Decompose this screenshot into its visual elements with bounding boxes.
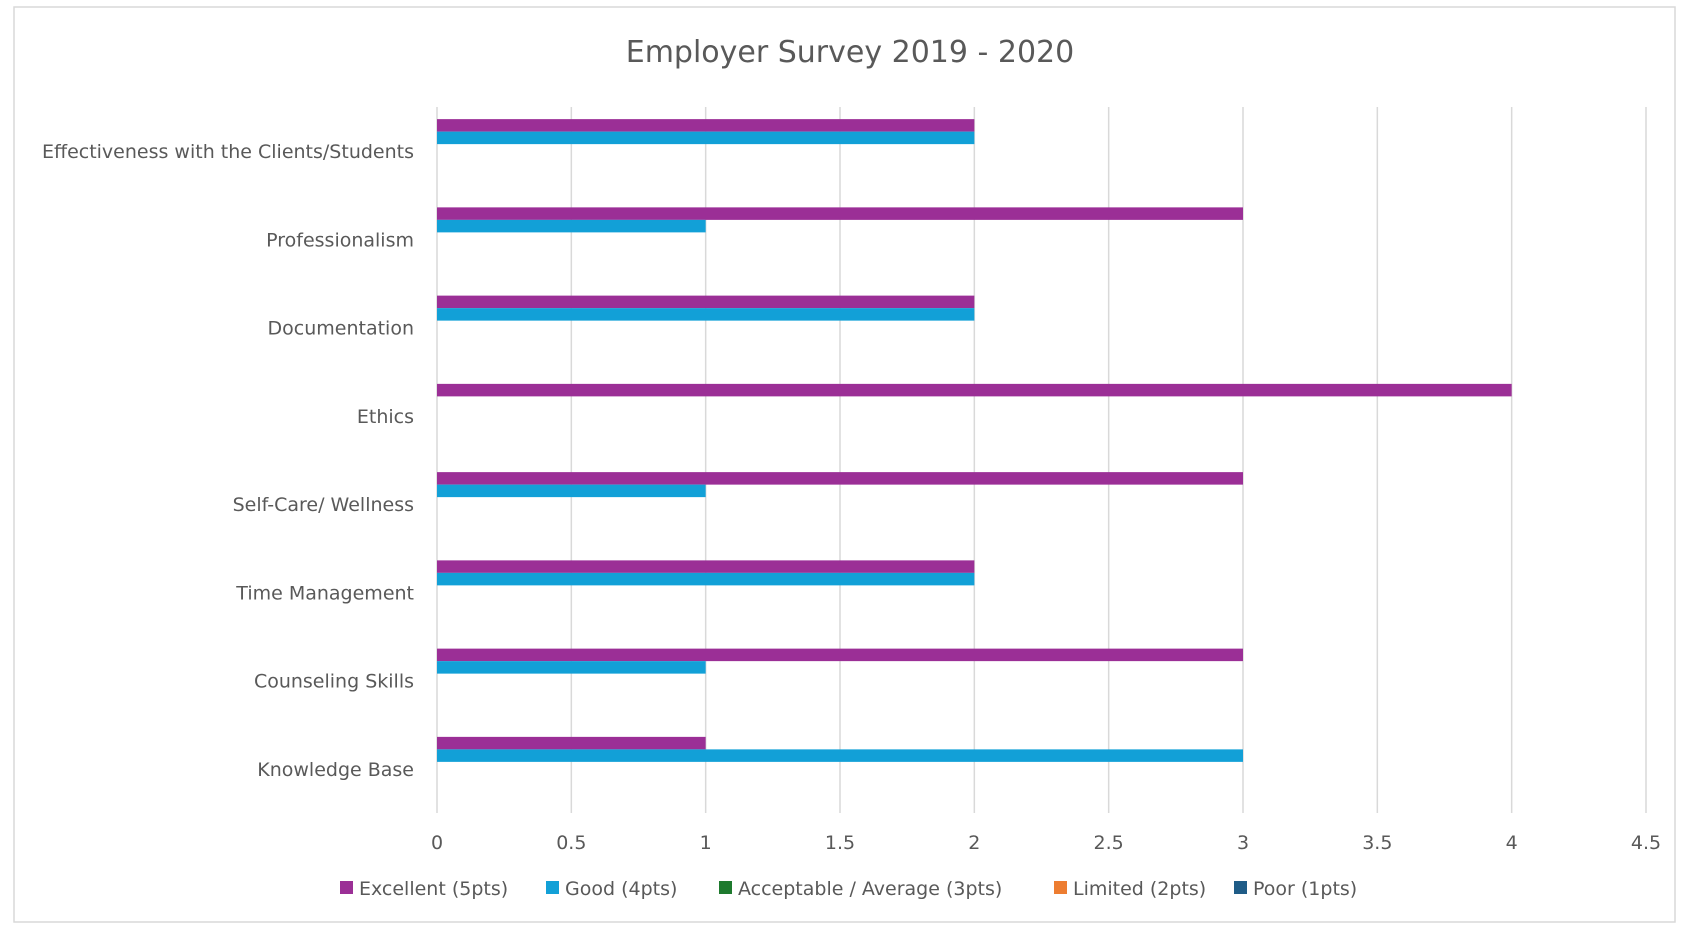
category-label: Documentation bbox=[268, 318, 414, 340]
bar bbox=[437, 749, 1243, 762]
legend-swatch bbox=[719, 881, 732, 894]
legend-label: Good (4pts) bbox=[565, 878, 677, 900]
legend-label: Limited (2pts) bbox=[1073, 878, 1206, 900]
legend-label: Excellent (5pts) bbox=[359, 878, 508, 900]
x-tick-label: 2 bbox=[968, 832, 980, 854]
bar bbox=[437, 560, 975, 573]
legend-swatch bbox=[546, 881, 559, 894]
chart-border bbox=[13, 6, 1676, 923]
x-tick-label: 1 bbox=[700, 832, 712, 854]
x-tick-label: 3 bbox=[1237, 832, 1249, 854]
x-tick-label: 4 bbox=[1506, 832, 1518, 854]
category-label: Professionalism bbox=[266, 229, 414, 251]
category-label: Effectiveness with the Clients/Students bbox=[42, 141, 414, 163]
category-label: Counseling Skills bbox=[254, 671, 414, 693]
bar bbox=[437, 207, 1243, 220]
bar bbox=[437, 661, 706, 674]
bar bbox=[437, 736, 706, 750]
bar bbox=[437, 308, 975, 321]
legend-swatch bbox=[340, 881, 353, 894]
bar bbox=[437, 131, 975, 145]
bar bbox=[437, 484, 706, 498]
x-tick-label: 0 bbox=[431, 832, 443, 854]
category-label: Time Management bbox=[235, 582, 414, 604]
bar bbox=[437, 572, 975, 586]
x-axis-ticks: 0 0.5 1 1.5 2 2.5 3 3.5 4 4.5 bbox=[431, 832, 1661, 854]
category-label: Self-Care/ Wellness bbox=[233, 494, 414, 516]
category-labels: Effectiveness with the Clients/Students P… bbox=[42, 141, 414, 781]
x-tick-label: 4.5 bbox=[1631, 832, 1661, 854]
bars-layer bbox=[437, 119, 1512, 762]
x-tick-label: 2.5 bbox=[1094, 832, 1124, 854]
bar bbox=[437, 648, 1243, 662]
legend-label: Acceptable / Average (3pts) bbox=[738, 878, 1002, 900]
bar bbox=[437, 383, 1512, 397]
category-label: Ethics bbox=[357, 406, 414, 428]
legend-label: Poor (1pts) bbox=[1253, 878, 1357, 900]
x-tick-label: 1.5 bbox=[825, 832, 855, 854]
category-label: Knowledge Base bbox=[257, 759, 414, 781]
bar bbox=[437, 295, 975, 309]
chart-title: Employer Survey 2019 - 2020 bbox=[626, 35, 1074, 70]
bar bbox=[437, 472, 1243, 485]
bar bbox=[437, 119, 975, 132]
x-tick-label: 3.5 bbox=[1362, 832, 1392, 854]
legend: Excellent (5pts) Good (4pts) Acceptable / … bbox=[340, 878, 1357, 900]
x-tick-label: 0.5 bbox=[556, 832, 586, 854]
bar bbox=[437, 219, 706, 233]
legend-swatch bbox=[1234, 881, 1247, 894]
legend-swatch bbox=[1054, 881, 1067, 894]
